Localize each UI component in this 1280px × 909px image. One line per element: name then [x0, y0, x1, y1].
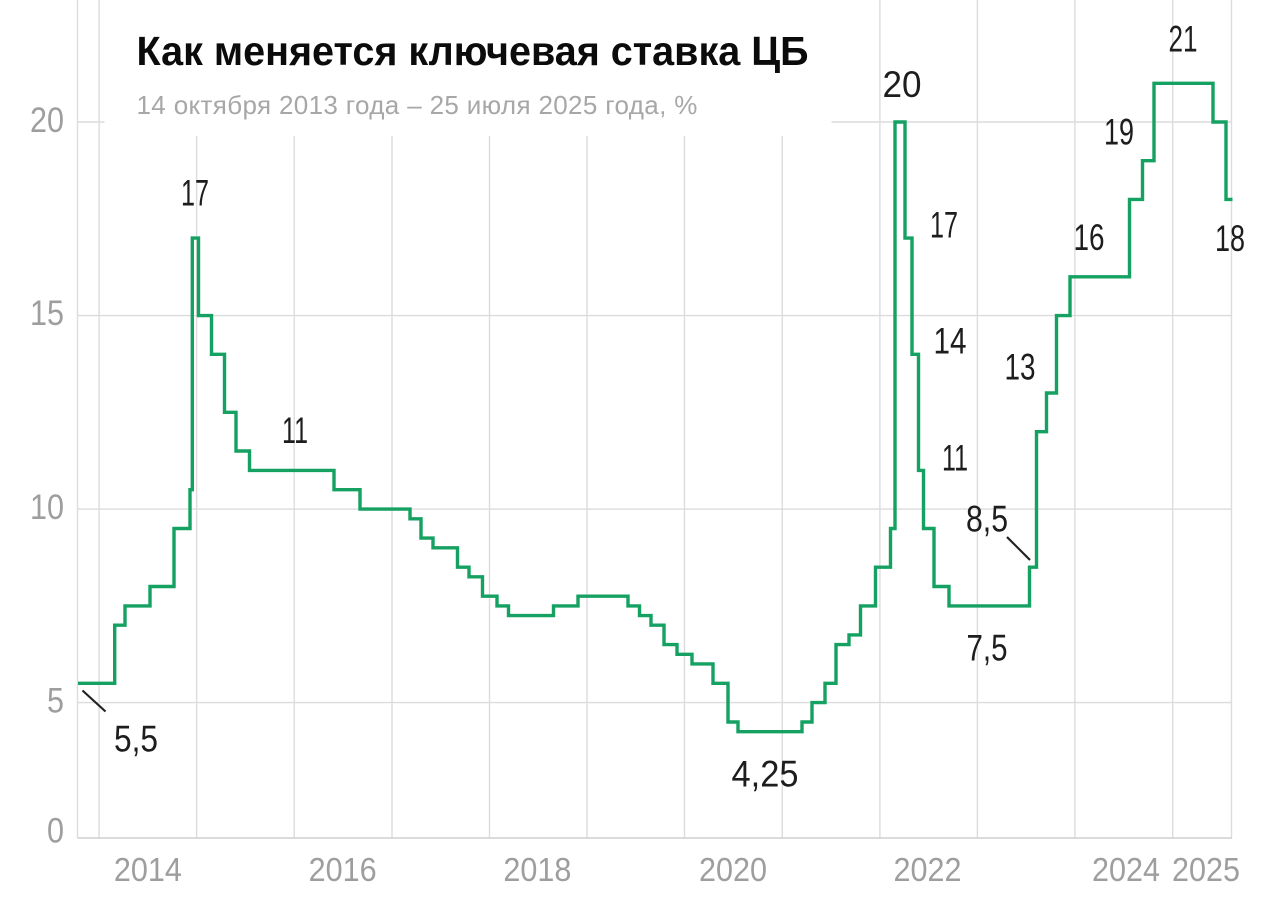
- svg-text:2016: 2016: [309, 851, 377, 888]
- svg-text:17: 17: [930, 205, 958, 246]
- svg-text:Как меняется ключевая ставка Ц: Как меняется ключевая ставка ЦБ: [137, 28, 809, 74]
- svg-text:8,5: 8,5: [966, 499, 1008, 540]
- svg-text:18: 18: [1215, 218, 1245, 259]
- svg-text:14 октября 2013 года – 25 июля: 14 октября 2013 года – 25 июля 2025 года…: [137, 90, 698, 120]
- svg-text:4,25: 4,25: [732, 754, 799, 795]
- svg-text:2020: 2020: [699, 851, 767, 888]
- svg-text:0: 0: [47, 812, 64, 851]
- svg-text:20: 20: [30, 101, 64, 140]
- svg-text:2025: 2025: [1172, 851, 1240, 888]
- svg-text:11: 11: [942, 438, 968, 479]
- svg-text:21: 21: [1169, 19, 1198, 60]
- svg-text:17: 17: [181, 173, 209, 214]
- svg-text:19: 19: [1104, 112, 1134, 153]
- svg-text:7,5: 7,5: [967, 628, 1008, 669]
- svg-text:2022: 2022: [894, 851, 962, 888]
- svg-text:13: 13: [1005, 347, 1036, 388]
- svg-text:5: 5: [47, 682, 64, 721]
- svg-text:20: 20: [883, 64, 922, 105]
- svg-text:2014: 2014: [114, 851, 182, 888]
- svg-text:15: 15: [30, 294, 64, 333]
- svg-text:5,5: 5,5: [114, 719, 158, 760]
- svg-text:2018: 2018: [503, 851, 571, 888]
- svg-text:10: 10: [30, 488, 64, 527]
- svg-text:14: 14: [934, 321, 967, 362]
- svg-text:2024: 2024: [1092, 851, 1160, 888]
- svg-text:16: 16: [1074, 217, 1105, 258]
- svg-text:11: 11: [282, 410, 308, 451]
